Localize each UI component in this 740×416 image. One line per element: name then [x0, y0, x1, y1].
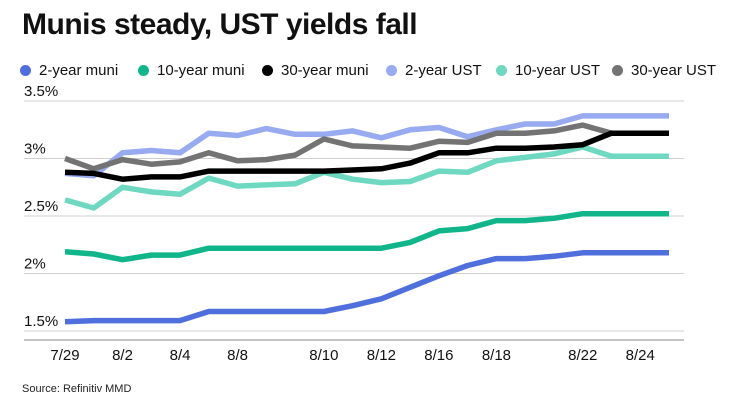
x-tick-label: 8/4 [170, 347, 191, 364]
y-tick-label: 2% [24, 256, 46, 273]
series-line-30-year-ust [64, 122, 669, 172]
legend-dot-2-year-ust [386, 65, 397, 76]
legend-dot-10-year-ust [496, 65, 507, 76]
legend-dot-10-year-muni [138, 65, 149, 76]
legend-label-2-year-muni: 2-year muni [39, 62, 119, 79]
legend-item-30-year-muni: 30-year muni [262, 62, 369, 79]
legend-dot-2-year-muni [20, 65, 31, 76]
series-line-30-year-muni [64, 130, 669, 182]
legend-item-10-year-ust: 10-year UST [496, 62, 600, 79]
y-tick-label: 3% [24, 141, 46, 158]
legend-item-2-year-muni: 2-year muni [20, 62, 118, 79]
legend-item-10-year-muni: 10-year muni [138, 62, 245, 79]
x-tick-label: 8/10 [309, 347, 338, 364]
x-tick-label: 8/16 [424, 347, 453, 364]
x-tick-label: 8/12 [367, 347, 396, 364]
series-line-10-year-ust [64, 144, 669, 211]
legend-label-10-year-ust: 10-year UST [515, 62, 601, 79]
y-tick-label: 3.5% [24, 83, 58, 100]
x-tick-label: 8/22 [568, 347, 597, 364]
x-tick-label: 8/2 [112, 347, 133, 364]
series-line-10-year-muni [64, 210, 669, 263]
x-tick-label: 8/18 [482, 347, 511, 364]
legend-dot-30-year-ust [612, 65, 623, 76]
legend-item-2-year-ust: 2-year UST [386, 62, 482, 79]
series-line-2-year-muni [64, 250, 669, 325]
x-tick-label: 8/24 [626, 347, 655, 364]
y-tick-label: 1.5% [24, 313, 58, 330]
legend-label-30-year-ust: 30-year UST [631, 62, 717, 79]
page-title: Munis steady, UST yields fall [22, 8, 418, 41]
legend-dot-30-year-muni [262, 65, 273, 76]
series-line-2-year-ust [64, 113, 669, 179]
legend-label-30-year-muni: 30-year muni [281, 62, 369, 79]
legend-label-2-year-ust: 2-year UST [405, 62, 482, 79]
chart-legend: 2-year muni 10-year muni 30-year muni 2-… [20, 62, 730, 84]
x-tick-label: 8/8 [227, 347, 248, 364]
x-tick-label: 7/29 [50, 347, 79, 364]
legend-label-10-year-muni: 10-year muni [157, 62, 245, 79]
source-note: Source: Refinitiv MMD [22, 383, 132, 395]
y-tick-label: 2.5% [24, 198, 58, 215]
legend-item-30-year-ust: 30-year UST [612, 62, 716, 79]
